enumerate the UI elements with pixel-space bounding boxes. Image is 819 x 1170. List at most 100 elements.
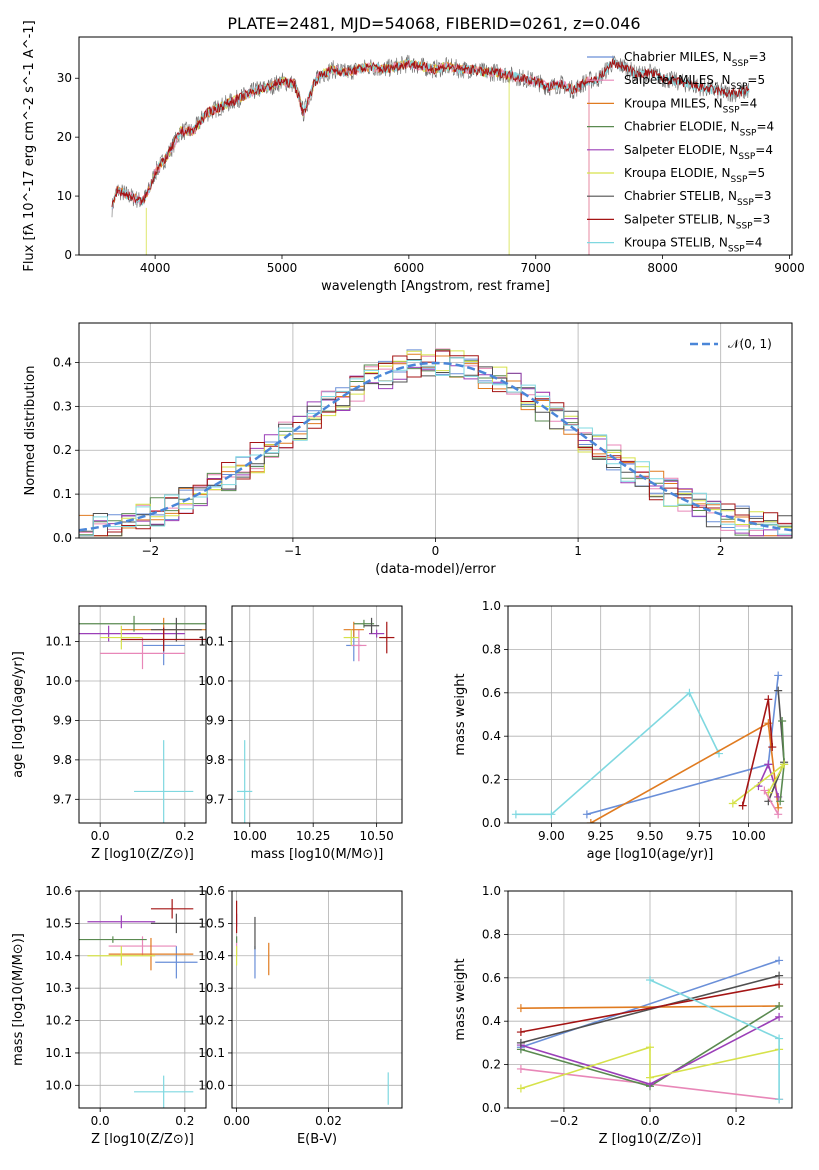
legend-subscript: SSP (732, 59, 749, 69)
x-tick-label: 9000 (774, 261, 805, 275)
legend-value: =4 (755, 143, 773, 157)
y-tick-label: 10.1 (45, 635, 72, 649)
y-tick-label: 30 (57, 71, 72, 85)
y-axis-label: age [log10(age/yr)] (11, 651, 26, 778)
legend-label: Kroupa ELODIE, NSSP=5 (624, 166, 765, 185)
x-tick-label: 0.00 (223, 1114, 250, 1128)
weight-marker-kroupa-miles (516, 1004, 525, 1013)
x-tick-label: 9.25 (587, 829, 614, 843)
y-tick-label: 20 (57, 130, 72, 144)
legend-value: =3 (754, 189, 772, 203)
legend-value: =3 (749, 50, 767, 64)
legend-value: =4 (740, 96, 758, 110)
weight-marker-kroupa-stelib (511, 810, 520, 819)
weight-marker-salpeter-stelib (764, 695, 773, 704)
x-tick-label: 0 (432, 544, 440, 558)
weight-marker-salpeter-stelib (775, 980, 784, 989)
y-tick-label: 10.4 (198, 949, 225, 963)
y-tick-label: 10.0 (45, 1078, 72, 1092)
legend-value: =4 (756, 120, 774, 134)
y-tick-label: 9.9 (206, 713, 225, 727)
y-tick-label: 0.0 (482, 816, 501, 830)
grid (79, 606, 206, 823)
legend-label: Kroupa MILES, NSSP=4 (624, 96, 757, 115)
x-tick-label: 0.2 (727, 1114, 746, 1128)
y-tick-label: 10.1 (45, 1046, 72, 1060)
x-tick-label: 10.25 (296, 829, 330, 843)
weight-marker-kroupa-elodie (780, 760, 789, 769)
x-tick-label: 8000 (647, 261, 678, 275)
age-vs-metallicity-panel: 0.0 0.2 9.7 9.8 9.9 10.0 10.1 Z [log10(Z/Z⊙)] ag… (11, 605, 207, 862)
residual-histogram-panel: −2 −1 0 1 2 0.0 0.1 0.2 0.3 0.4 (data-model)/error… (23, 322, 793, 577)
y-tick-label: 0.2 (53, 443, 72, 457)
y-tick-label: 0.4 (53, 355, 72, 369)
weight-marker-salpeter-stelib (768, 743, 777, 752)
x-tick-label: 1 (574, 544, 582, 558)
model-line-salpeter-stelib (111, 59, 750, 207)
y-tick-label: 9.7 (53, 792, 72, 806)
legend-label: Salpeter ELODIE, NSSP=4 (624, 143, 773, 162)
weight-marker-chabrier-miles (774, 671, 783, 680)
x-axis-label: Z [log10(Z/Z⊙)] (599, 1132, 702, 1147)
y-tick-label: 0.4 (482, 729, 501, 743)
y-tick-label: 9.7 (206, 792, 225, 806)
legend-label: Kroupa STELIB, NSSP=4 (624, 236, 762, 255)
mass-vs-ebv-panel: 0.00 0.02 10.0 10.1 10.2 10.3 10.4 10.5 10.6 E(B-… (198, 884, 403, 1147)
weight-marker-salpeter-miles (516, 1064, 525, 1073)
x-tick-label: −2 (141, 544, 159, 558)
x-tick-label: 0.0 (91, 1114, 110, 1128)
weight-marker-chabrier-stelib (775, 971, 784, 980)
y-tick-label: 10.3 (198, 981, 225, 995)
x-tick-label: 0.2 (175, 829, 194, 843)
legend-subscript: SSP (723, 105, 740, 115)
weight-marker-kroupa-elodie (516, 1084, 525, 1093)
y-tick-label: 0.0 (482, 1101, 501, 1115)
y-tick-label: 10.3 (45, 981, 72, 995)
histogram-step-salpeter-stelib (79, 350, 792, 537)
spectrum-panel: 4000 5000 6000 7000 8000 9000 0 10 20 30 wavelengt… (22, 20, 805, 294)
weight-marker-kroupa-miles (586, 819, 595, 823)
y-axis-label: mass weight (453, 958, 468, 1040)
x-tick-label: 0.02 (315, 1114, 342, 1128)
weight-line-kroupa-elodie (520, 1046, 780, 1090)
legend-value: =4 (745, 236, 763, 250)
x-tick-label: 10.00 (233, 829, 267, 843)
weight-marker-salpeter-elodie (764, 760, 773, 769)
y-tick-label: 0.4 (482, 1014, 501, 1028)
weight-line-kroupa-miles (520, 1005, 780, 1009)
x-tick-label: 10.50 (359, 829, 393, 843)
weight-marker-chabrier-elodie (778, 717, 787, 726)
legend-label: Chabrier ELODIE, NSSP=4 (624, 120, 774, 139)
x-tick-label: 0.2 (175, 1114, 194, 1128)
weight-marker-salpeter-stelib (738, 801, 747, 810)
weight-marker-kroupa-elodie (646, 1043, 654, 1052)
x-tick-label: −1 (284, 544, 302, 558)
weight-marker-chabrier-elodie (775, 1002, 784, 1011)
axes-frame (507, 890, 793, 1109)
axes-frame (78, 322, 793, 539)
weight-marker-chabrier-elodie (776, 797, 785, 806)
legend-subscript: SSP (737, 198, 754, 208)
x-axis-label: Z [log10(Z/Z⊙)] (91, 847, 194, 862)
weight-marker-kroupa-elodie (728, 799, 737, 808)
legend-value: =5 (747, 166, 765, 180)
model-line-salpeter-miles (111, 59, 590, 255)
x-tick-label: 6000 (394, 261, 425, 275)
y-tick-label: 10.0 (198, 674, 225, 688)
weight-line-kroupa-stelib (515, 691, 720, 816)
weight-marker-chabrier-miles (775, 956, 784, 965)
legend-label: Chabrier STELIB, NSSP=3 (624, 189, 772, 208)
y-tick-label: 0.8 (482, 642, 501, 656)
y-tick-label: 10.6 (45, 884, 72, 898)
y-tick-label: 9.9 (53, 713, 72, 727)
weight-marker-salpeter-miles (760, 786, 769, 795)
y-tick-label: 9.8 (53, 753, 72, 767)
axes-frame (231, 890, 403, 1109)
weight-vs-age-panel: 9.00 9.25 9.50 9.75 10.00 0.0 0.2 0.4 0.6 0.8 1.0 a… (453, 599, 793, 862)
legend-subscript: SSP (738, 152, 755, 162)
legend-label: Chabrier MILES, NSSP=3 (624, 50, 766, 69)
y-tick-label: 0.0 (53, 531, 72, 545)
figure-title: PLATE=2481, MJD=54068, FIBERID=0261, z=0… (227, 14, 640, 33)
weight-marker-kroupa-stelib (775, 1095, 784, 1104)
axes-frame (78, 36, 793, 256)
